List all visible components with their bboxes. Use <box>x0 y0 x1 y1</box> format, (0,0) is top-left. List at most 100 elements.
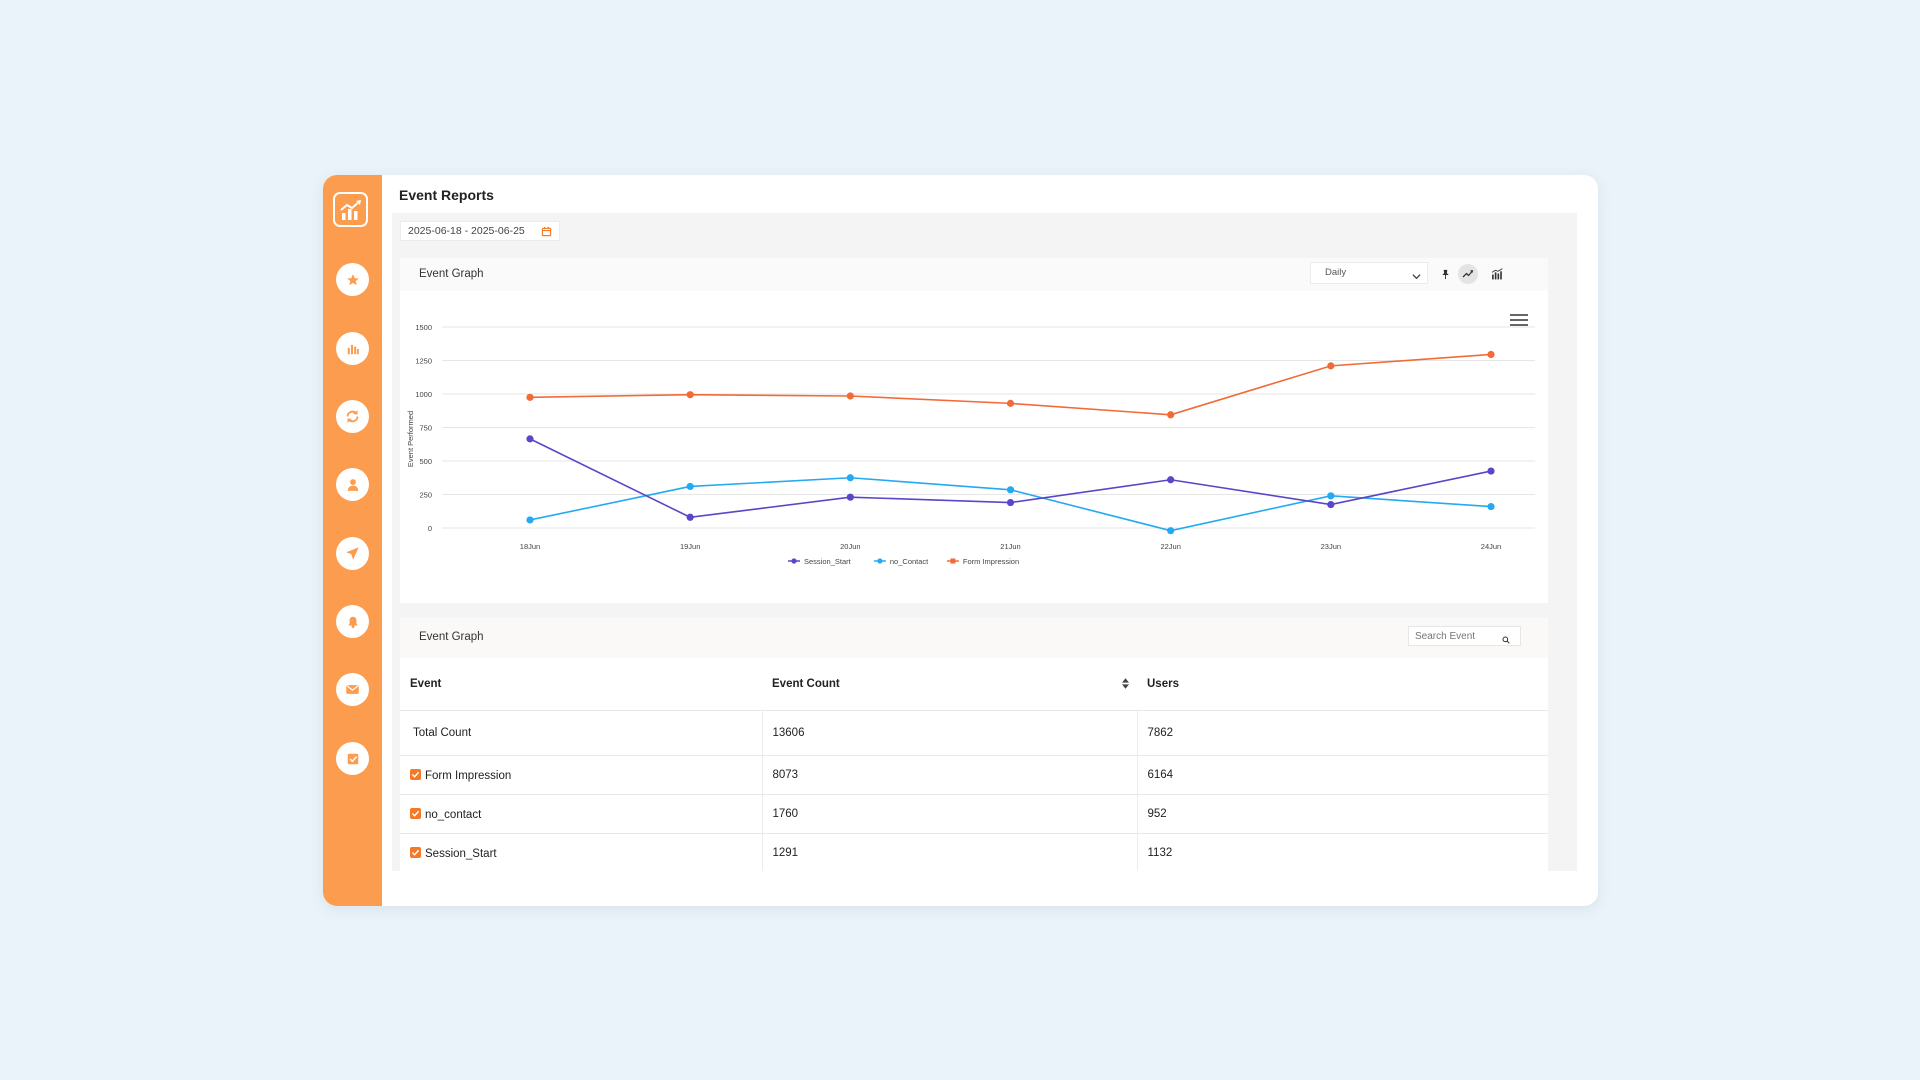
bar-chart-icon[interactable] <box>336 332 369 365</box>
data-point[interactable] <box>1167 476 1175 484</box>
y-tick-label: 1250 <box>415 357 432 366</box>
data-point[interactable] <box>686 391 694 399</box>
x-tick-label: 22Jun <box>1160 542 1180 551</box>
data-point[interactable] <box>1487 350 1495 359</box>
event-cell: Session_Start <box>400 833 762 871</box>
data-point[interactable] <box>526 516 534 524</box>
refresh-icon[interactable] <box>336 400 369 433</box>
legend-label: Form Impression <box>963 557 1019 566</box>
legend-item[interactable]: Form Impression <box>946 557 1019 566</box>
event-count: 1760 <box>761 794 1137 834</box>
data-point[interactable] <box>846 493 854 501</box>
mail-icon[interactable] <box>336 673 369 706</box>
table-card-title: Event Graph <box>419 631 484 643</box>
data-point[interactable] <box>526 435 534 443</box>
data-point[interactable] <box>686 513 694 521</box>
line-chart-toggle-icon[interactable] <box>1458 264 1478 284</box>
table-header-row: Event Event Count Users <box>400 658 1548 711</box>
row-checkbox[interactable] <box>410 768 421 780</box>
data-point[interactable] <box>1006 486 1015 494</box>
x-tick-label: 20Jun <box>840 542 860 551</box>
column-header-event[interactable]: Event <box>400 658 762 711</box>
total-count: 13606 <box>761 710 1137 756</box>
date-range-picker[interactable]: 2025-06-18 - 2025-06-25 <box>400 221 560 241</box>
legend-swatch-marker <box>791 558 797 564</box>
user-icon[interactable] <box>336 468 369 501</box>
bell-icon[interactable] <box>336 605 369 638</box>
chart-menu-icon[interactable] <box>1510 313 1528 332</box>
event-table-card: Event Graph Event Event Count <box>400 618 1548 871</box>
sort-icon[interactable] <box>1122 678 1129 692</box>
legend-label: no_Contact <box>890 557 929 566</box>
column-header-event-count-label: Event Count <box>772 678 840 690</box>
total-label: Total Count <box>400 710 762 756</box>
y-tick-label: 250 <box>419 491 432 500</box>
send-icon[interactable] <box>336 537 369 570</box>
x-tick-label: 21Jun <box>1000 542 1020 551</box>
event-users: 952 <box>1136 794 1548 834</box>
data-point[interactable] <box>1327 492 1335 500</box>
events-table: Event Event Count Users Total Count 1 <box>400 658 1548 871</box>
graph-card-header: Event Graph Daily <box>400 258 1548 291</box>
x-tick-label: 24Jun <box>1481 542 1501 551</box>
event-users: 1132 <box>1136 833 1548 871</box>
x-tick-label: 18Jun <box>520 542 540 551</box>
data-point[interactable] <box>1167 411 1175 419</box>
data-point[interactable] <box>1487 502 1495 511</box>
y-tick-label: 1000 <box>415 390 432 399</box>
data-point[interactable] <box>1167 527 1175 535</box>
event-cell: Form Impression <box>400 755 762 795</box>
sidebar <box>323 175 382 906</box>
row-checkbox[interactable] <box>410 807 421 819</box>
legend-swatch-marker <box>950 558 956 564</box>
column-header-event-count[interactable]: Event Count <box>762 658 1137 711</box>
y-tick-label: 1500 <box>415 323 432 332</box>
period-select[interactable]: Daily <box>1310 262 1428 284</box>
data-point[interactable] <box>1327 500 1335 509</box>
search-event-input[interactable] <box>1408 626 1521 646</box>
legend-item[interactable]: no_Contact <box>873 557 929 566</box>
legend-label: Session_Start <box>804 557 852 566</box>
x-tick-label: 23Jun <box>1321 542 1341 551</box>
pin-icon[interactable] <box>1435 264 1455 284</box>
table-row: no_contact 1760 952 <box>400 794 1548 834</box>
checkbox-icon[interactable] <box>336 742 369 775</box>
x-tick-label: 19Jun <box>680 542 700 551</box>
star-icon[interactable] <box>336 263 369 296</box>
table-card-header: Event Graph <box>400 618 1548 658</box>
total-users: 7862 <box>1136 710 1548 756</box>
chevron-down-icon <box>1412 269 1421 289</box>
data-point[interactable] <box>846 392 854 400</box>
legend-item[interactable]: Session_Start <box>788 557 852 566</box>
data-point[interactable] <box>686 482 694 491</box>
page-title: Event Reports <box>399 187 494 203</box>
data-point[interactable] <box>1006 498 1015 507</box>
event-name: Form Impression <box>425 769 512 782</box>
main-content: Event Reports 2025-06-18 - 2025-06-25 Ev… <box>382 175 1598 906</box>
y-axis-label: Event Performed <box>406 411 415 467</box>
event-cell: no_contact <box>400 794 762 834</box>
period-select-value: Daily <box>1325 267 1347 278</box>
y-tick-label: 500 <box>419 457 432 466</box>
legend-swatch-marker <box>877 558 883 564</box>
event-name: no_contact <box>425 808 482 821</box>
row-checkbox[interactable] <box>410 846 421 858</box>
event-count: 1291 <box>761 833 1137 871</box>
event-users: 6164 <box>1136 755 1548 795</box>
data-point[interactable] <box>1327 362 1335 370</box>
data-point[interactable] <box>1006 399 1015 407</box>
event-line-chart: 0 250 500 750 1000 1250 1500 18Jun 19Jun 20Jun 21… <box>406 323 1535 566</box>
column-header-users[interactable]: Users <box>1137 658 1548 711</box>
data-point[interactable] <box>1487 467 1495 475</box>
event-name: Session_Start <box>425 847 497 860</box>
graph-card-title: Event Graph <box>419 268 484 280</box>
event-count: 8073 <box>761 755 1137 795</box>
analytics-logo-icon[interactable] <box>333 192 368 227</box>
search-icon[interactable] <box>1502 631 1510 649</box>
bar-chart-toggle-icon[interactable] <box>1487 264 1507 284</box>
date-range-value: 2025-06-18 - 2025-06-25 <box>408 225 525 237</box>
calendar-icon[interactable] <box>541 226 552 240</box>
data-point[interactable] <box>526 393 534 401</box>
table-row: Session_Start 1291 1132 <box>400 833 1548 871</box>
data-point[interactable] <box>846 474 854 482</box>
